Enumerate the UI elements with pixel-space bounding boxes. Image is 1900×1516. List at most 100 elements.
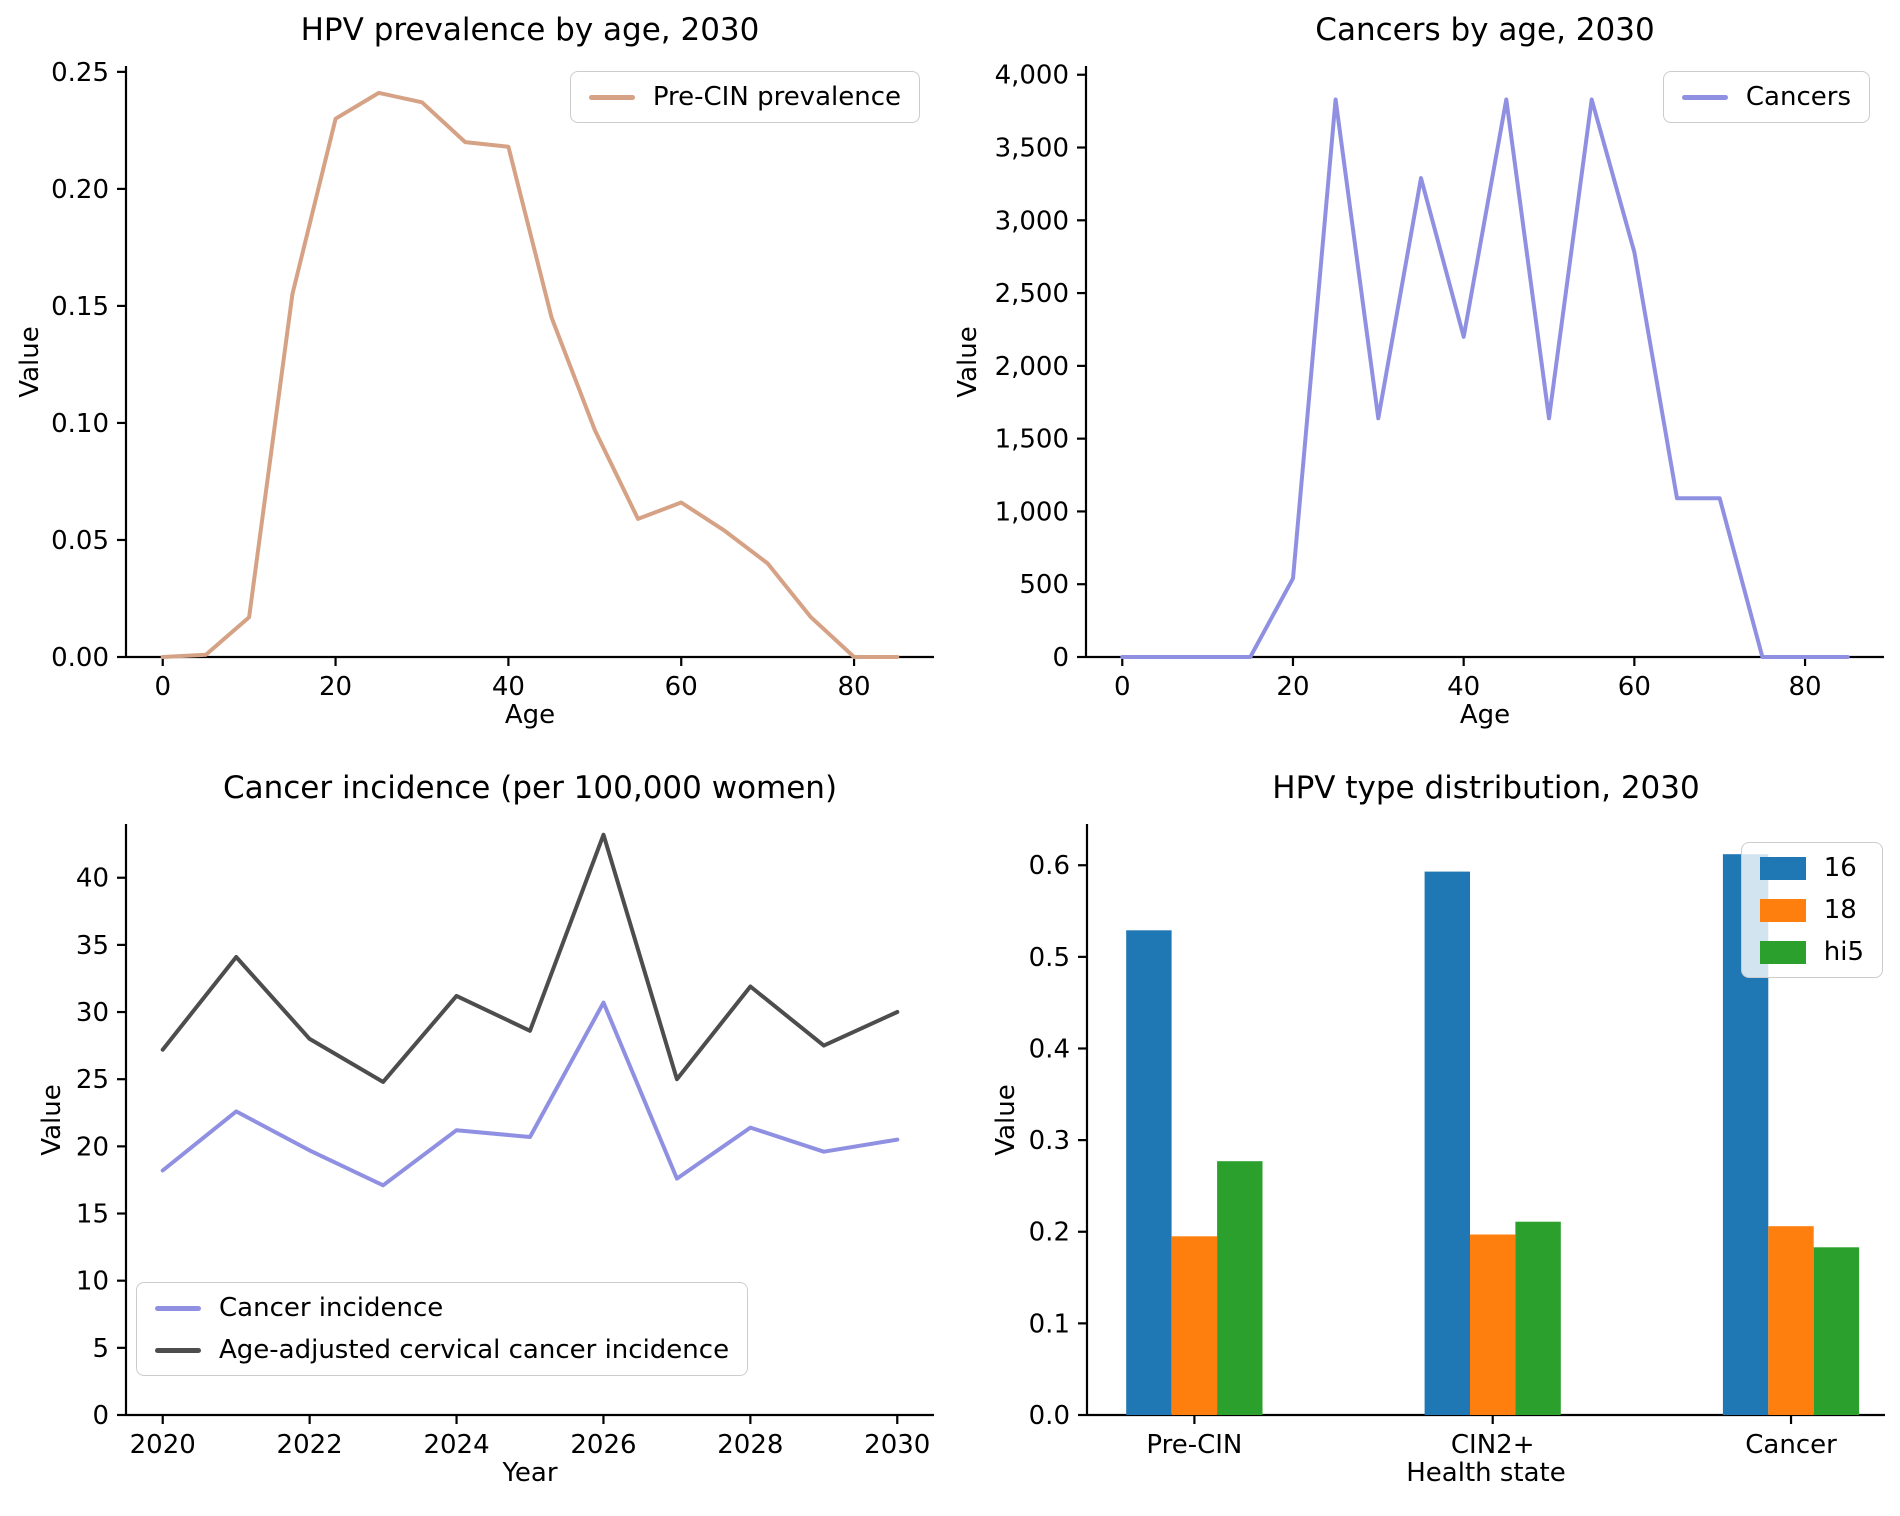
bar-18: [1171, 1236, 1218, 1415]
legend: Cancers: [1662, 71, 1870, 123]
legend-swatch: [155, 1347, 201, 1353]
y-tick-label: 0.00: [51, 643, 109, 673]
x-tick-label: Cancer: [1745, 1430, 1837, 1460]
y-tick-label: 0.3: [1029, 1126, 1070, 1156]
x-tick-label: 80: [1789, 672, 1822, 702]
x-tick-label: 2024: [423, 1430, 489, 1460]
chart-cancers-by-age: Cancers by age, 2030 Value 0 20 40 60 80 0 500…: [950, 0, 1900, 758]
x-tick-label: 2028: [717, 1430, 783, 1460]
x-tick-label: Pre-CIN: [1146, 1430, 1242, 1460]
y-tick-label: 0: [1052, 643, 1069, 673]
legend-label: Cancers: [1745, 82, 1851, 112]
legend-entry: Cancer incidence: [155, 1293, 729, 1323]
y-tick-label: 0.10: [51, 409, 109, 439]
legend-label: 18: [1823, 895, 1857, 925]
legend: Cancer incidence Age-adjusted cervical ca…: [136, 1282, 749, 1376]
y-tick-label: 3,000: [995, 206, 1069, 236]
plot-area: 0 20 40 60 80 0.00 0.05 0.10 0.15 0.20 0.25: [51, 58, 934, 702]
y-tick-label: 5: [92, 1334, 109, 1364]
y-tick-label: 0.20: [51, 175, 109, 205]
legend-label: 16: [1823, 853, 1857, 883]
y-tick-label: 3,500: [995, 134, 1069, 164]
bar-18: [1768, 1226, 1814, 1415]
y-tick-label: 0.0: [1029, 1401, 1070, 1431]
legend-entry: Age-adjusted cervical cancer incidence: [155, 1335, 729, 1365]
y-tick-label: 0.6: [1029, 851, 1070, 881]
x-axis-label: Year: [502, 1458, 558, 1488]
y-tick-label: 25: [76, 1065, 109, 1095]
legend-label: Cancer incidence: [219, 1293, 444, 1323]
series-line-pre-cin-prevalence: [160, 90, 900, 659]
x-tick-label: 2026: [570, 1430, 636, 1460]
plot-area: 0 20 40 60 80 0 500 1,000 1,500 2,000 2,500 3,000 3,…: [995, 61, 1884, 702]
chart-title: HPV prevalence by age, 2030: [300, 12, 760, 48]
legend-swatch: [1681, 94, 1728, 100]
x-tick-label: 20: [1276, 672, 1309, 702]
bar-16: [1424, 871, 1470, 1415]
x-tick-label: 0: [1114, 672, 1131, 702]
y-tick-label: 500: [1019, 570, 1069, 600]
legend-swatch: [588, 94, 635, 100]
chart-hpv-type-distribution: HPV type distribution, 2030 Value Pre-CI…: [950, 758, 1900, 1516]
chart-cancer-incidence: Cancer incidence (per 100,000 women) Val…: [0, 758, 950, 1516]
series-line-cancers: [1120, 97, 1850, 659]
y-tick-label: 0.05: [51, 526, 109, 556]
legend-swatch: [1759, 856, 1806, 880]
x-tick-label: 60: [665, 672, 698, 702]
x-axis-label: Age: [504, 700, 556, 730]
y-tick-label: 0.2: [1029, 1218, 1070, 1248]
x-tick-label: 60: [1618, 672, 1651, 702]
x-tick-label: 2020: [130, 1430, 196, 1460]
y-tick-label: 2,500: [995, 279, 1069, 309]
legend-swatch: [1759, 898, 1806, 922]
y-tick-label: 0.15: [51, 292, 109, 322]
legend: Pre-CIN prevalence: [569, 71, 920, 123]
y-tick-label: 30: [76, 998, 109, 1028]
y-tick-label: 0.4: [1029, 1034, 1070, 1064]
y-tick-label: 15: [76, 1200, 109, 1230]
series-line-cancer-incidence: [160, 1000, 900, 1188]
legend-entry: hi5: [1759, 937, 1864, 967]
bar-18: [1470, 1234, 1516, 1415]
x-axis-label: Health state: [1406, 1458, 1566, 1488]
x-tick-label: 0: [154, 672, 171, 702]
y-tick-label: 40: [76, 864, 109, 894]
legend-entry: Cancers: [1681, 82, 1851, 112]
bar-16: [1126, 930, 1172, 1415]
x-tick-label: 40: [492, 672, 525, 702]
y-tick-label: 1,000: [995, 497, 1069, 527]
y-tick-label: 2,000: [995, 352, 1069, 382]
x-tick-label: 20: [319, 672, 352, 702]
bar-hi5: [1217, 1161, 1263, 1415]
legend-swatch: [1759, 940, 1806, 964]
chart-title: Cancers by age, 2030: [1315, 12, 1655, 48]
x-axis-label: Age: [1459, 700, 1511, 730]
legend-swatch: [155, 1305, 201, 1311]
legend-label: Age-adjusted cervical cancer incidence: [219, 1335, 730, 1365]
x-tick-label: 2022: [277, 1430, 343, 1460]
y-tick-label: 0.5: [1029, 943, 1070, 973]
chart-title: Cancer incidence (per 100,000 women): [222, 770, 838, 806]
series-line-age-adjusted-cervical-cancer-incidence: [160, 832, 900, 1084]
y-tick-label: 0: [92, 1401, 109, 1431]
bar-hi5: [1515, 1221, 1561, 1415]
legend-entry: 16: [1759, 853, 1864, 883]
chart-hpv-prevalence-by-age: HPV prevalence by age, 2030 Value 0 20 40 6…: [0, 0, 950, 758]
legend-entry: Pre-CIN prevalence: [588, 82, 901, 112]
y-tick-label: 4,000: [995, 61, 1069, 91]
y-tick-label: 0.1: [1029, 1309, 1070, 1339]
legend-label: hi5: [1823, 937, 1864, 967]
x-tick-label: 40: [1447, 672, 1480, 702]
bar-hi5: [1813, 1247, 1860, 1415]
chart-title: HPV type distribution, 2030: [1272, 770, 1700, 806]
plot-area: 2020 2022 2024 2026 2028 2030 0 5 10 15 20 25 30 35 40: [76, 824, 934, 1460]
legend: 16 18 hi5: [1740, 842, 1883, 978]
x-tick-label: CIN2+: [1451, 1430, 1535, 1460]
legend-entry: 18: [1759, 895, 1864, 925]
y-tick-label: 10: [76, 1267, 109, 1297]
y-tick-label: 20: [76, 1132, 109, 1162]
y-tick-label: 35: [76, 931, 109, 961]
y-tick-label: 1,500: [995, 425, 1069, 455]
x-tick-label: 80: [838, 672, 871, 702]
